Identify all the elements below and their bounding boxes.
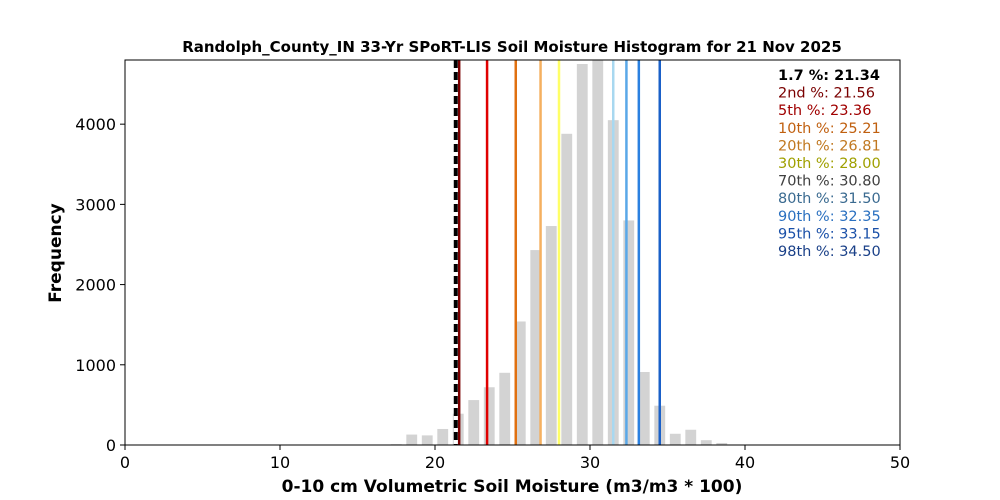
- histogram-bar: [669, 433, 681, 445]
- y-tick-label: 1000: [75, 356, 116, 375]
- legend-entry: 90th %: 32.35: [778, 209, 881, 225]
- histogram-bar: [576, 64, 588, 445]
- x-axis-ticks: 0 10 20 30 40 50: [120, 445, 910, 472]
- histogram-bar: [716, 442, 728, 445]
- y-axis-ticks: 0 1000 2000 3000 4000: [75, 115, 125, 455]
- histogram-bar: [483, 387, 495, 445]
- legend-entry: 20th %: 26.81: [778, 138, 881, 154]
- legend-entry: 95th %: 33.15: [778, 226, 881, 242]
- x-tick-label: 30: [580, 453, 600, 472]
- y-tick-label: 2000: [75, 276, 116, 295]
- x-tick-label: 50: [890, 453, 910, 472]
- histogram-bar: [468, 400, 480, 445]
- legend-entry: 70th %: 30.80: [778, 174, 881, 190]
- histogram-bar: [421, 435, 433, 446]
- histogram-bar: [530, 250, 542, 445]
- x-axis-label: 0-10 cm Volumetric Soil Moisture (m3/m3 …: [282, 477, 743, 497]
- y-axis-label: Frequency: [46, 203, 66, 303]
- histogram-bar: [545, 226, 557, 445]
- histogram-bar: [685, 429, 697, 445]
- legend-entry: 10th %: 25.21: [778, 121, 881, 137]
- histogram-bar: [437, 428, 449, 445]
- legend-entry: 30th %: 28.00: [778, 156, 881, 172]
- histogram-bar: [499, 372, 511, 445]
- chart-title: Randolph_County_IN 33-Yr SPoRT-LIS Soil …: [182, 38, 842, 56]
- x-tick-label: 40: [735, 453, 755, 472]
- legend-entry: 1.7 %: 21.34: [778, 68, 880, 84]
- histogram-bar: [406, 434, 418, 445]
- histogram-bar: [623, 220, 635, 445]
- plot-frame: [124, 59, 901, 446]
- histogram-bar: [514, 321, 526, 445]
- legend-entry: 2nd %: 21.56: [778, 86, 875, 102]
- histogram-bar: [700, 440, 712, 445]
- x-tick-label: 10: [270, 453, 290, 472]
- percentile-lines: [453, 60, 661, 445]
- legend-entry: 80th %: 31.50: [778, 191, 881, 207]
- x-tick-label: 0: [120, 453, 130, 472]
- y-tick-label: 4000: [75, 115, 116, 134]
- histogram-bar: [561, 133, 573, 446]
- x-tick-label: 20: [425, 453, 445, 472]
- legend-entry: 5th %: 23.36: [778, 103, 872, 119]
- y-tick-label: 3000: [75, 195, 116, 214]
- y-tick-label: 0: [106, 436, 116, 455]
- histogram-bar: [592, 60, 604, 445]
- legend-entry: 98th %: 34.50: [778, 244, 881, 260]
- histogram-bar: [638, 372, 650, 445]
